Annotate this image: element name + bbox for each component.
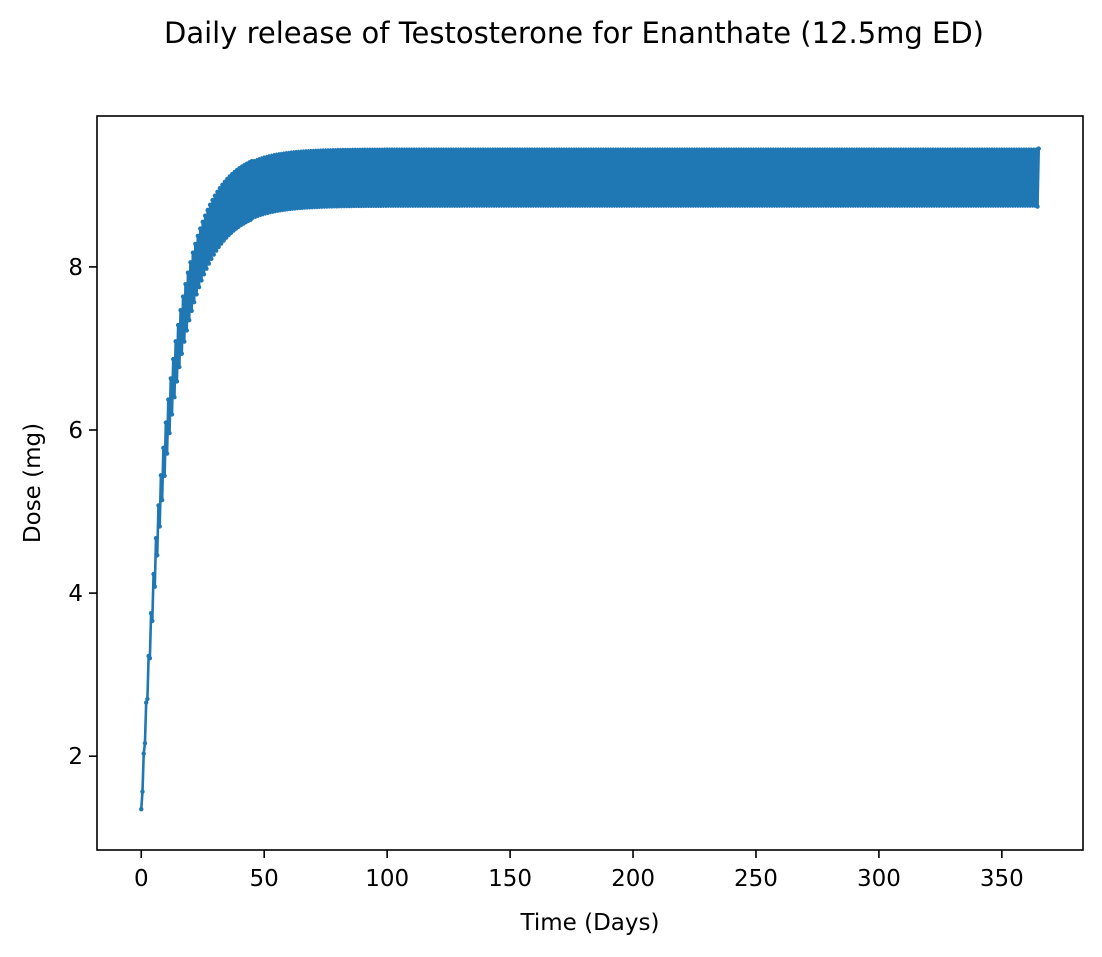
series-point <box>1036 146 1041 151</box>
series-point <box>142 741 148 746</box>
series-point <box>157 524 162 529</box>
series-point <box>168 376 173 381</box>
series-point <box>151 571 156 577</box>
x-tick-label: 350 <box>980 866 1024 892</box>
x-axis: 0 50 100 150 200 250 300 350 <box>134 850 1024 892</box>
series-point <box>141 751 146 756</box>
series-point <box>200 219 205 225</box>
series-point <box>1035 204 1040 209</box>
series-point <box>184 328 189 333</box>
series-point <box>139 807 144 812</box>
series-point <box>145 696 150 702</box>
series-line <box>139 147 1041 810</box>
series-point <box>202 213 208 218</box>
series-point <box>216 244 221 250</box>
series-point <box>173 339 178 344</box>
series-point <box>204 266 209 271</box>
series-point <box>159 497 165 503</box>
series-point <box>220 182 225 188</box>
series-point <box>195 233 201 239</box>
series-point <box>166 397 171 402</box>
series-point <box>147 656 153 661</box>
x-tick-label: 250 <box>734 866 778 892</box>
series-point <box>171 356 176 362</box>
series-point <box>178 308 183 313</box>
x-tick-label: 200 <box>611 866 655 892</box>
y-axis-label: Dose (mg) <box>20 423 46 543</box>
series-point <box>167 430 172 436</box>
series-point <box>206 261 212 266</box>
series-point <box>183 281 188 287</box>
series-point <box>175 322 181 328</box>
series-point <box>148 611 154 616</box>
series-point <box>198 226 203 231</box>
series-point <box>187 317 192 323</box>
y-tick-label: 2 <box>68 744 83 770</box>
x-axis-label: Time (Days) <box>520 910 660 936</box>
series-point <box>218 241 224 246</box>
series-point <box>214 248 219 253</box>
series-point <box>211 252 216 257</box>
series-point <box>182 339 187 344</box>
series-point <box>188 260 193 265</box>
y-tick-label: 4 <box>68 581 83 607</box>
series-point <box>174 379 180 384</box>
series-point <box>180 294 186 299</box>
series-point <box>143 700 149 705</box>
series-point <box>191 299 197 305</box>
series-point <box>150 618 155 624</box>
series-point <box>212 193 218 198</box>
series-point <box>152 584 157 589</box>
series-point <box>248 217 253 222</box>
plot-border <box>96 115 1084 851</box>
series-point <box>162 473 167 478</box>
y-axis: 2 4 6 8 <box>68 255 97 770</box>
series-point <box>177 364 182 370</box>
series-point <box>163 420 169 425</box>
series-point <box>179 351 185 356</box>
series-layer <box>139 146 1041 812</box>
x-tick-label: 50 <box>250 866 279 892</box>
y-tick-label: 8 <box>68 255 83 281</box>
series-point <box>189 308 194 313</box>
series-point <box>161 445 166 451</box>
series-point <box>172 395 177 400</box>
x-tick-label: 0 <box>134 866 149 892</box>
x-tick-label: 300 <box>857 866 901 892</box>
series-point <box>205 207 210 213</box>
series-point <box>210 197 215 203</box>
series-point <box>196 284 202 290</box>
series-point <box>207 202 213 208</box>
series-point <box>209 256 214 262</box>
series-point <box>201 272 207 277</box>
series-point <box>158 473 164 478</box>
chart-title: Daily release of Testosterone for Enanth… <box>163 16 984 50</box>
series-point <box>190 250 196 255</box>
y-tick-label: 6 <box>68 418 83 444</box>
series-point <box>193 241 198 247</box>
series-point <box>140 789 145 794</box>
plot-area-frame <box>97 116 1083 850</box>
x-tick-label: 100 <box>365 866 409 892</box>
series-point <box>155 553 160 558</box>
series-point <box>194 292 199 297</box>
series-point <box>169 412 175 417</box>
series-point <box>199 278 204 283</box>
x-tick-label: 150 <box>488 866 532 892</box>
series-point <box>185 270 191 275</box>
series-point <box>249 159 255 164</box>
series-point <box>156 503 161 508</box>
series-point <box>164 451 170 456</box>
series-point <box>153 536 159 541</box>
series-point <box>217 185 223 191</box>
series-point <box>215 189 220 194</box>
